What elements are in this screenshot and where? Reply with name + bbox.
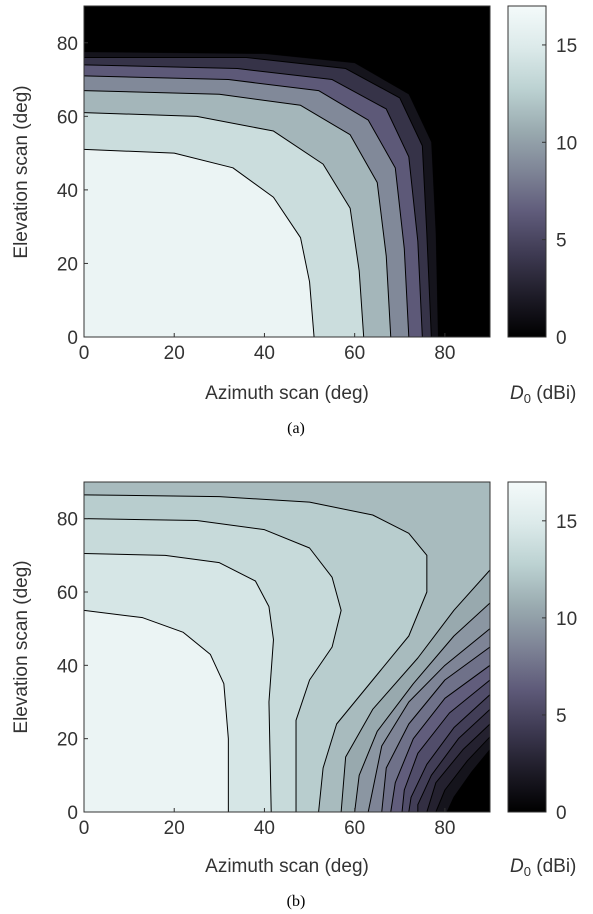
chart-a: 0 20 40 60 80 0 20 40 60 80 Azimuth scan (deg) E…	[11, 5, 577, 437]
chart-b-caption: (b)	[287, 893, 306, 910]
x-tick-label: 40	[254, 818, 275, 839]
contour-fill-15	[84, 610, 229, 812]
chart-a-plot-area	[84, 6, 490, 337]
x-tick-label: 0	[79, 818, 90, 839]
chart-a-y-axis-label: Elevation scan (deg)	[11, 85, 32, 258]
colorbar-tick-label: 0	[556, 328, 567, 349]
chart-b-contour-fills	[84, 482, 490, 812]
chart-b-y-axis: 0 20 40 60 80	[57, 510, 88, 824]
contour-line-12.5	[84, 112, 365, 337]
chart-b-contour-lines	[84, 494, 490, 812]
chart-a-contour-fills	[84, 51, 439, 337]
contour-line-5	[408, 694, 490, 812]
chart-b-x-axis-label: Azimuth scan (deg)	[205, 856, 369, 877]
contour-line-5	[84, 64, 423, 337]
contour-line-7	[390, 664, 490, 812]
colorbar-tick-label: 5	[556, 231, 567, 252]
chart-a-colorbar-label: D0 (dBi)	[510, 383, 576, 406]
chart-a-y-axis: 0 20 40 60 80	[57, 34, 88, 349]
colorbar-tick-label: 10	[556, 133, 577, 154]
y-tick-label: 60	[57, 583, 78, 604]
x-tick-label: 60	[344, 818, 365, 839]
y-tick-label: 0	[67, 803, 78, 824]
contour-line-15	[84, 148, 315, 337]
chart-b-colorbar-ticks: 0 5 10 15	[542, 512, 577, 824]
x-tick-label: 20	[164, 818, 185, 839]
x-tick-label: 60	[344, 343, 365, 364]
contour-line-11	[340, 569, 490, 812]
contour-fill-15	[84, 149, 315, 337]
contour-line-8	[381, 646, 490, 812]
contour-line-1	[446, 749, 490, 812]
chart-b-colorbar-label: D0 (dBi)	[510, 856, 576, 879]
contour-line-7.5	[84, 75, 410, 337]
chart-b: 0 20 40 60 80 0 20 40 60 80 Azimuth scan (deg) E…	[11, 481, 577, 910]
x-tick-label: 80	[434, 818, 455, 839]
contour-line-15	[84, 609, 229, 812]
chart-b-plot-area	[84, 482, 490, 812]
x-tick-label: 20	[164, 343, 185, 364]
y-tick-label: 80	[57, 510, 78, 531]
colorbar-tick-label: 15	[556, 512, 577, 533]
contour-line-3	[426, 723, 490, 812]
chart-a-contour-lines	[84, 51, 439, 337]
chart-b-frame	[83, 481, 491, 813]
contour-line-10	[354, 602, 490, 812]
colorbar-tick-label: 5	[556, 706, 567, 727]
x-tick-label: 40	[254, 343, 275, 364]
chart-a-frame	[83, 5, 491, 338]
chart-a-colorbar-gradient	[507, 5, 547, 338]
y-tick-label: 40	[57, 181, 78, 202]
contour-line-14	[84, 553, 274, 812]
colorbar-tick-label: 15	[556, 36, 577, 57]
contour-line-13	[84, 518, 342, 812]
contour-line-2	[435, 736, 490, 812]
contour-line-4	[417, 708, 490, 812]
chart-b-y-axis-label: Elevation scan (deg)	[11, 560, 32, 733]
y-tick-label: 0	[67, 328, 78, 349]
y-tick-label: 60	[57, 107, 78, 128]
colorbar-tick-label: 10	[556, 609, 577, 630]
x-tick-label: 0	[79, 343, 90, 364]
contour-line-9	[367, 628, 490, 812]
contour-line-10	[84, 90, 392, 337]
y-tick-label: 20	[57, 730, 78, 751]
contour-line-2.5	[84, 56, 432, 337]
chart-a-colorbar: 0 5 10 15 D0 (dBi)	[507, 5, 577, 406]
x-tick-label: 80	[434, 343, 455, 364]
chart-b-colorbar-gradient	[507, 481, 547, 813]
contour-line-6	[401, 679, 490, 812]
y-tick-label: 20	[57, 254, 78, 275]
chart-a-x-axis: 0 20 40 60 80	[79, 333, 455, 364]
y-tick-label: 40	[57, 656, 78, 677]
chart-a-caption: (a)	[287, 420, 305, 437]
chart-b-x-axis: 0 20 40 60 80	[79, 808, 455, 839]
y-tick-label: 80	[57, 34, 78, 55]
chart-a-x-axis-label: Azimuth scan (deg)	[205, 383, 369, 404]
contour-line-12	[84, 494, 428, 812]
contour-line-0.5	[84, 51, 439, 337]
colorbar-tick-label: 0	[556, 803, 567, 824]
chart-b-colorbar: 0 5 10 15 D0 (dBi)	[507, 481, 577, 879]
chart-a-colorbar-ticks: 0 5 10 15	[542, 36, 577, 349]
